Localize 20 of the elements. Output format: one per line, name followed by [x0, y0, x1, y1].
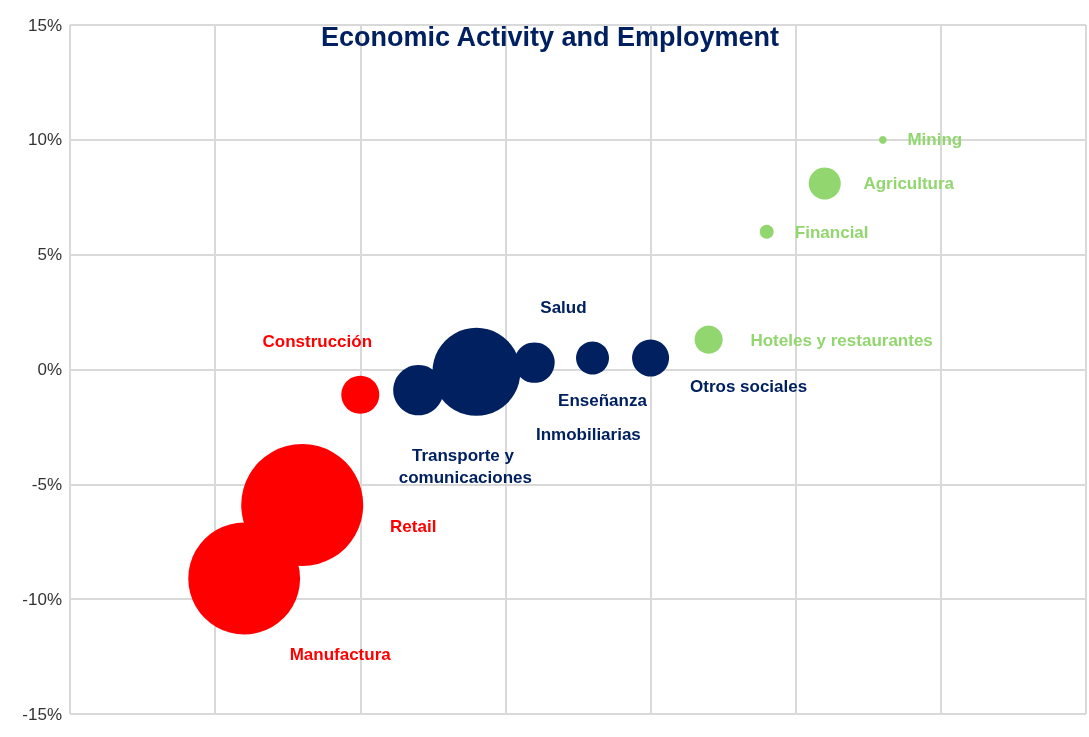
annotation: Financial [794, 223, 869, 243]
annotation: Enseñanza [558, 390, 648, 410]
y-tick-label: 10% [27, 130, 62, 150]
y-tick-label: -5% [31, 474, 62, 494]
annotation: Salud [540, 298, 587, 318]
annotation: Manufactura [289, 645, 392, 664]
annotation: Retail [390, 516, 437, 536]
annotation: Inmobiliarias [535, 425, 641, 445]
annotation: Agricultura [863, 173, 955, 193]
y-tick-label: 5% [37, 245, 62, 265]
annotation: Hoteles y restaurantes [750, 331, 933, 351]
chart-title: Economic Activity and Employment [320, 21, 780, 52]
y-tick-label: -10% [22, 589, 62, 609]
annotation: Otros sociales [689, 376, 808, 396]
y-tick-label: -15% [22, 704, 62, 724]
annotation: Transporte y comunicaciones [398, 445, 532, 487]
annotation: Mining [907, 130, 963, 150]
annotation: Construcción [262, 332, 373, 352]
y-tick-label: 0% [37, 360, 62, 379]
y-tick-label: 15% [27, 15, 62, 35]
